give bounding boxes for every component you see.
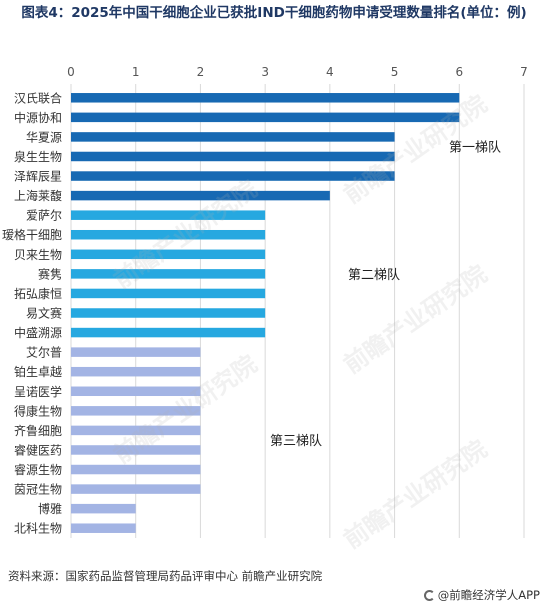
x-tick-label: 3: [261, 65, 269, 79]
category-label: 博雅: [38, 501, 62, 516]
x-tick-label: 1: [132, 65, 140, 79]
bar: [71, 366, 201, 377]
bar: [71, 445, 201, 455]
category-label: 呈诺医学: [14, 384, 62, 399]
category-label: 爱萨尔: [26, 208, 62, 223]
category-label: 易文赛: [26, 306, 62, 321]
category-label: 北科生物: [14, 522, 62, 536]
bar: [71, 327, 266, 338]
category-label: 上海莱馥: [14, 188, 62, 203]
category-label: 中盛溯源: [14, 325, 62, 340]
category-label: 睿源生物: [14, 462, 62, 477]
category-label: 睿健医药: [14, 442, 62, 457]
category-label: 得康生物: [14, 403, 62, 418]
bar: [71, 523, 136, 533]
bar: [71, 190, 330, 201]
category-label: 华夏源: [26, 130, 62, 144]
bar: [71, 464, 201, 475]
category-label: 贝来生物: [14, 248, 62, 262]
bar: [71, 308, 266, 318]
category-label: 拓弘康恒: [14, 286, 62, 301]
tier-annotation: 第一梯队: [449, 141, 501, 156]
bar: [71, 112, 460, 123]
x-tick-label: 2: [197, 65, 205, 79]
bar: [71, 151, 395, 162]
x-tick-labels: 0 1 2 3 4 5 6 7: [67, 65, 528, 79]
y-tick-labels: 汉氏联合中源协和华夏源泉生生物泽辉辰星上海莱馥爱萨尔瑷格干细胞贝来生物赛隽拓弘康…: [2, 90, 62, 535]
category-label: 茵冠生物: [14, 483, 62, 497]
brand-text: @前瞻经济学人APP: [437, 588, 540, 602]
category-label: 中源协和: [14, 110, 62, 125]
category-label: 汉氏联合: [14, 90, 62, 105]
brand-credit: @前瞻经济学人APP: [423, 587, 540, 603]
bar: [71, 269, 266, 279]
bar: [71, 210, 266, 220]
bar: [71, 484, 201, 494]
bar: [71, 386, 201, 397]
category-label: 齐鲁细胞: [14, 423, 62, 438]
bar: [71, 171, 395, 181]
source-note: 资料来源：国家药品监督管理局药品评审中心 前瞻产业研究院: [8, 569, 323, 583]
x-tick-label: 6: [455, 65, 463, 79]
bar: [71, 229, 266, 240]
category-label: 铂生卓越: [14, 364, 62, 379]
category-label: 瑷格干细胞: [2, 227, 62, 242]
bar: [71, 347, 201, 357]
x-tick-label: 0: [67, 65, 75, 79]
bar: [71, 288, 266, 299]
category-label: 艾尔普: [26, 345, 62, 360]
bar: [71, 249, 266, 260]
bar: [71, 132, 395, 142]
bar: [71, 93, 460, 103]
category-label: 泽辉辰星: [14, 170, 62, 184]
tier-annotation: 第三梯队: [270, 434, 322, 449]
tier-annotation: 第二梯队: [348, 268, 400, 283]
bars: [71, 93, 460, 533]
brand-logo-icon: [423, 589, 435, 601]
chart-title: 图表4：2025年中国干细胞企业已获批IND干细胞药物申请受理数量排名(单位：例…: [21, 5, 527, 21]
x-tick-label: 7: [520, 65, 528, 79]
category-label: 泉生生物: [14, 150, 62, 164]
x-tick-label: 5: [391, 65, 399, 79]
bar: [71, 503, 136, 514]
bar: [71, 425, 201, 436]
x-tick-label: 4: [326, 65, 334, 79]
category-label: 赛隽: [38, 266, 62, 281]
bar: [71, 406, 201, 416]
bar-chart: 0 1 2 3 4 5 6 7 汉氏联合中源协和华夏源泉生生物泽辉辰星上海莱馥爱萨尔瑷格干细胞…: [2, 65, 528, 538]
